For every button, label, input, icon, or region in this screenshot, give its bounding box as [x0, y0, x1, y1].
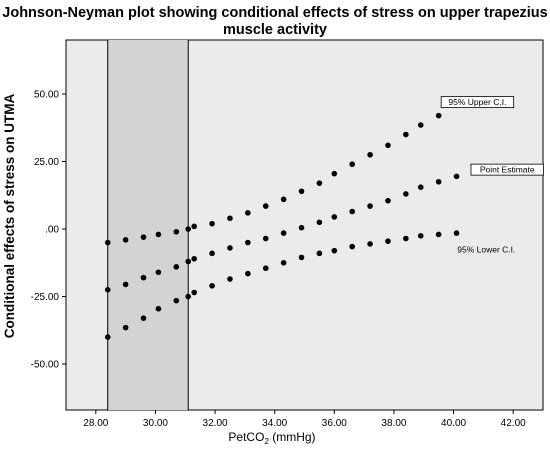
data-point [185, 258, 192, 265]
data-point [155, 305, 162, 312]
data-point [453, 230, 460, 236]
annotation-box [440, 96, 515, 109]
data-point [298, 254, 305, 261]
data-point [262, 235, 269, 242]
data-point [385, 142, 391, 149]
data-point [417, 184, 424, 190]
chart-title-line-2: muscle activity [223, 22, 327, 38]
data-point [262, 265, 269, 272]
data-point [140, 234, 147, 240]
data-point [403, 191, 409, 197]
data-point [331, 247, 338, 254]
data-point [316, 180, 323, 186]
data-point [122, 237, 129, 243]
y-tick-label: 50.00 [34, 90, 59, 101]
x-tick-label: 36.00 [322, 418, 347, 429]
data-point [349, 161, 356, 168]
x-axis-label: PetCO2 (mmHg) [228, 430, 315, 446]
data-point [298, 188, 305, 195]
data-point [173, 297, 180, 304]
data-point [280, 230, 287, 236]
data-point [331, 170, 338, 177]
data-point [385, 238, 391, 245]
data-point [349, 243, 356, 250]
data-point [280, 260, 287, 266]
x-tick-label: 32.00 [203, 418, 228, 429]
data-point [173, 228, 180, 235]
data-point [227, 245, 233, 251]
annotation-label: 95% Upper C.I. [448, 97, 506, 107]
data-point [435, 112, 442, 119]
annotation-box [470, 163, 544, 176]
y-tick-label: -50.00 [31, 360, 60, 371]
data-point [185, 226, 192, 232]
data-point [155, 231, 162, 238]
data-point [435, 178, 442, 185]
data-point [367, 241, 373, 247]
data-point [367, 203, 373, 209]
annotations: 95% Upper C.I. Point Estimate 95% Lower C.… [440, 96, 544, 254]
data-point [173, 264, 180, 270]
data-point [245, 210, 251, 216]
x-tick-label: 38.00 [381, 418, 406, 429]
data-point [104, 334, 111, 340]
data-point [417, 233, 424, 239]
x-tick-label: 42.00 [501, 418, 526, 429]
x-tick-label: 40.00 [441, 418, 466, 429]
data-point [209, 220, 215, 227]
data-point [245, 239, 251, 246]
data-point [280, 196, 287, 203]
data-point [140, 274, 147, 281]
data-point [453, 173, 460, 180]
significance-region [107, 40, 189, 410]
data-point [191, 223, 197, 230]
data-point [104, 287, 111, 293]
x-tick-label: 34.00 [262, 418, 287, 429]
data-point [155, 269, 162, 276]
data-point [227, 276, 233, 282]
data-point [191, 255, 197, 262]
y-tick-label: .00 [45, 225, 59, 236]
y-tick-label: 25.00 [34, 157, 59, 168]
y-axis-label: Conditional effects of stress on UTMA [2, 93, 17, 338]
x-axis-label-main: PetCO [228, 430, 264, 444]
data-point [385, 197, 391, 204]
data-point [403, 131, 409, 138]
data-point [262, 203, 269, 209]
data-point [185, 293, 192, 300]
axes: 28.00 30.00 32.00 34.00 36.00 38.00 40.00 42.00… [31, 90, 526, 429]
data-point [417, 122, 424, 128]
data-point [298, 224, 305, 231]
data-point [209, 282, 215, 289]
data-point [331, 214, 338, 220]
data-point [349, 208, 356, 215]
vertical-lines [107, 40, 189, 410]
x-axis-label-unit: (mmHg) [269, 430, 316, 444]
data-point [209, 250, 215, 257]
x-tick-label: 30.00 [143, 418, 168, 429]
annotation-label: Point Estimate [480, 165, 535, 175]
annotation-label: 95% Lower C.I. [457, 244, 515, 254]
data-point [316, 250, 323, 257]
data-point [140, 315, 147, 321]
data-point [227, 215, 233, 222]
data-point [367, 151, 373, 158]
y-tick-label: -25.00 [31, 292, 60, 303]
data-point [245, 270, 251, 277]
chart-title-line-1: Johnson-Neyman plot showing conditional … [2, 5, 547, 21]
data-point [403, 235, 409, 242]
data-points [104, 112, 460, 340]
x-tick-label: 28.00 [83, 418, 108, 429]
data-point [122, 324, 129, 331]
data-point [316, 219, 323, 226]
data-point [191, 289, 197, 296]
data-point [122, 281, 129, 288]
data-point [104, 239, 111, 246]
data-point [435, 231, 442, 238]
x-axis-label-subscript: 2 [264, 437, 269, 446]
